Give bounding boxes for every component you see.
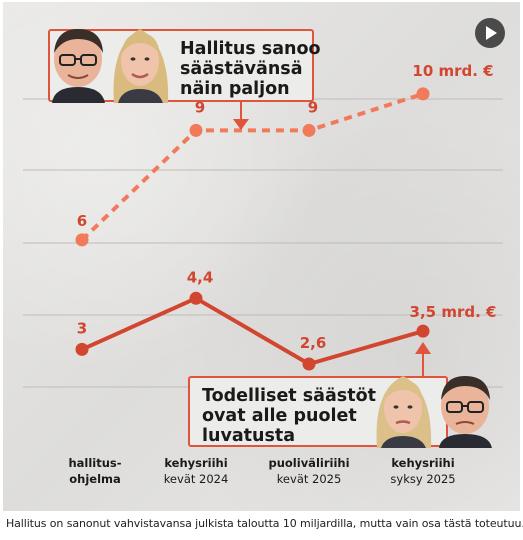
- callout-bottom-line: ovat alle puolet: [202, 406, 357, 426]
- data-point: [189, 123, 203, 137]
- data-label: 3: [77, 319, 87, 337]
- x-tick-label: kehysriihi: [164, 456, 227, 470]
- chart-plot: 6 9 9 10 mrd. € 3 4,4 2,6 3,5 mrd. € hallitus-oh…: [23, 62, 503, 486]
- data-label: 9: [308, 98, 318, 116]
- data-point: [416, 324, 430, 338]
- x-tick-label: syksy 2025: [390, 472, 455, 486]
- data-point: [75, 233, 89, 247]
- callout-arrow-head: [415, 342, 431, 354]
- face-woman-blonde: [371, 372, 435, 452]
- x-tick-label: kehysriihi: [391, 456, 454, 470]
- data-point: [302, 357, 316, 371]
- data-label: 10 mrd. €: [412, 62, 493, 80]
- callout-actual-savings: Todelliset säästöt ovat alle puolet luva…: [188, 376, 492, 448]
- data-point: [302, 123, 316, 137]
- series-line-claimed: [80, 91, 424, 242]
- x-tick-label: ohjelma: [69, 472, 121, 486]
- face-man-glasses: [435, 372, 495, 452]
- data-label: 4,4: [187, 268, 214, 286]
- x-tick-label: kevät 2025: [277, 472, 342, 486]
- data-label: 6: [77, 212, 87, 230]
- callout-bottom-text: Todelliset säästöt ovat alle puolet luva…: [202, 386, 376, 446]
- callout-top-line: näin paljon: [180, 79, 290, 99]
- series-line-actual: [81, 296, 424, 366]
- play-icon: [486, 26, 497, 40]
- callout-bottom-line: luvatusta: [202, 426, 296, 446]
- callout-claimed-savings: Hallitus sanoo säästävänsä näin paljon: [48, 29, 321, 103]
- x-tick-label: kevät 2024: [164, 472, 229, 486]
- data-point: [189, 291, 203, 305]
- figure-caption: Hallitus on sanonut vahvistavansa julkis…: [6, 517, 523, 530]
- data-label: 2,6: [300, 334, 327, 352]
- data-point: [75, 342, 89, 356]
- x-tick-label: puoliväliriihi: [268, 456, 349, 470]
- face-woman-blonde: [108, 25, 172, 107]
- callout-top-line: Hallitus sanoo: [180, 39, 321, 59]
- callout-bottom-line: Todelliset säästöt: [202, 386, 376, 406]
- chart-figure: 6 9 9 10 mrd. € 3 4,4 2,6 3,5 mrd. € hallitus-oh…: [3, 2, 520, 511]
- face-man-glasses: [48, 25, 108, 107]
- callout-top-text: Hallitus sanoo säästävänsä näin paljon: [180, 39, 321, 99]
- callout-arrow-head: [233, 119, 249, 130]
- play-button[interactable]: [475, 18, 505, 48]
- x-tick-label: hallitus-: [68, 456, 121, 470]
- data-point: [416, 87, 430, 101]
- data-label: 3,5 mrd. €: [410, 303, 497, 321]
- data-label: 9: [195, 98, 205, 116]
- callout-top-line: säästävänsä: [180, 59, 303, 79]
